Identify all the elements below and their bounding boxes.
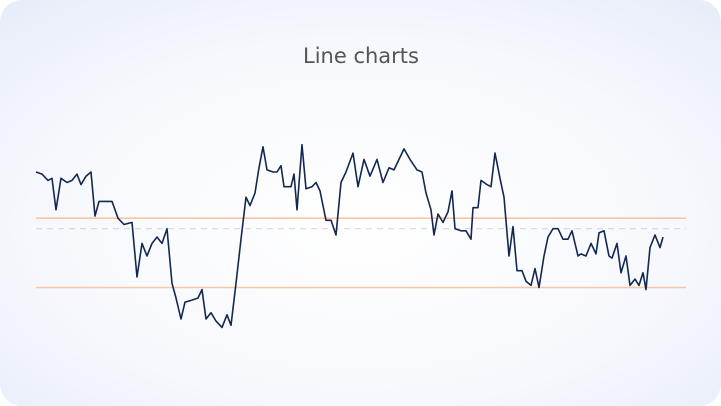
plot: [35, 143, 686, 329]
data-line: [35, 143, 664, 329]
chart-title: Line charts: [303, 44, 419, 68]
